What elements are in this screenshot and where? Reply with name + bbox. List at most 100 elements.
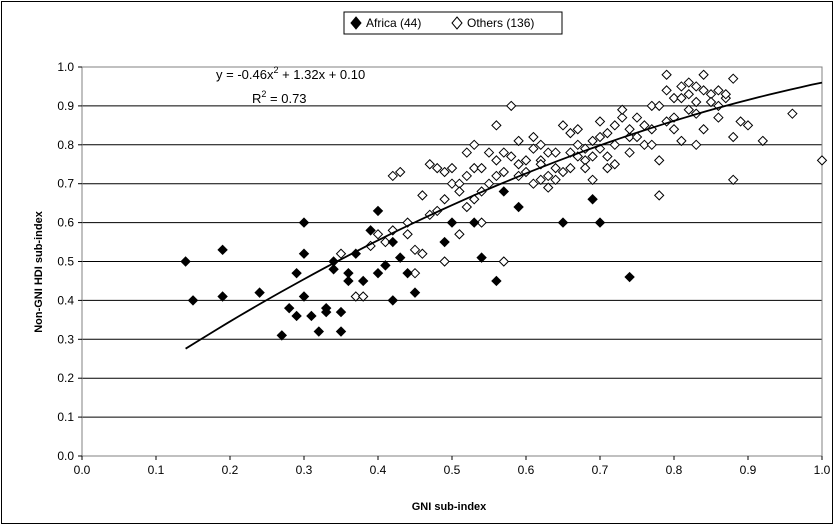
data-point-others xyxy=(335,248,347,259)
data-point-others xyxy=(676,92,687,104)
data-point-africa xyxy=(291,267,302,279)
data-point-others xyxy=(372,229,384,240)
data-point-africa xyxy=(380,260,391,271)
data-point-africa xyxy=(365,225,376,236)
data-point-others xyxy=(698,85,709,96)
y-tick-label: 0.3 xyxy=(57,332,74,346)
x-tick-label: 0.0 xyxy=(74,463,91,477)
data-point-others xyxy=(683,104,695,115)
data-point-africa xyxy=(298,291,310,302)
data-point-others xyxy=(498,166,510,178)
data-point-others xyxy=(713,85,724,96)
data-point-others xyxy=(639,139,650,151)
data-point-others xyxy=(535,139,547,151)
data-point-others xyxy=(624,147,635,158)
series-africa xyxy=(180,186,635,341)
data-point-africa xyxy=(335,306,347,318)
data-point-others xyxy=(683,89,695,100)
data-point-africa xyxy=(306,310,317,322)
data-point-others xyxy=(727,131,739,143)
data-point-others xyxy=(557,120,569,131)
data-point-africa xyxy=(387,295,399,306)
data-point-others xyxy=(609,139,621,151)
legend-marker-africa xyxy=(350,16,362,30)
data-point-others xyxy=(498,147,510,158)
y-tick-label: 1.0 xyxy=(57,60,74,74)
trendline-equation: y = -0.46x2 + 1.32x + 0.10 xyxy=(216,65,365,82)
data-point-others xyxy=(350,291,362,302)
data-point-others xyxy=(387,170,399,182)
data-point-others xyxy=(661,69,672,80)
data-point-others xyxy=(757,135,769,147)
x-axis-title: GNI sub-index xyxy=(412,501,487,513)
data-point-africa xyxy=(587,194,598,205)
data-point-others xyxy=(816,155,828,166)
data-point-others xyxy=(439,166,450,178)
data-point-others xyxy=(668,92,680,104)
data-point-others xyxy=(661,85,672,96)
data-point-others xyxy=(476,162,487,174)
data-point-others xyxy=(624,124,635,135)
data-point-africa xyxy=(513,201,524,213)
data-point-others xyxy=(520,155,532,166)
x-tick-label: 0.1 xyxy=(148,463,165,477)
data-point-others xyxy=(602,162,613,174)
data-point-others xyxy=(727,174,739,186)
data-point-others xyxy=(483,147,495,158)
data-point-others xyxy=(542,170,554,182)
y-axis-ticks: 0.0 0.1 0.2 0.3 0.4 0.5 0.6 0.7 0.8 0.9 1.0 xyxy=(57,60,82,463)
data-point-africa xyxy=(187,295,199,306)
data-point-others xyxy=(565,127,576,139)
data-point-africa xyxy=(409,287,421,298)
data-point-others xyxy=(439,194,450,205)
data-point-others xyxy=(683,77,695,88)
data-point-others xyxy=(676,135,687,147)
data-point-others xyxy=(572,139,584,151)
legend-label-africa: Africa (44) xyxy=(366,16,421,30)
data-point-others xyxy=(528,178,539,189)
data-point-others xyxy=(454,229,465,240)
data-point-others xyxy=(572,124,584,135)
data-point-africa xyxy=(476,252,487,263)
data-point-others xyxy=(446,178,458,189)
data-point-africa xyxy=(217,291,228,302)
y-tick-label: 0.2 xyxy=(57,371,74,385)
data-point-others xyxy=(653,100,665,112)
data-point-others xyxy=(513,135,524,147)
data-point-others xyxy=(594,131,606,143)
data-point-africa xyxy=(343,275,354,287)
data-point-others xyxy=(646,139,658,151)
data-point-africa xyxy=(372,205,384,217)
data-point-others xyxy=(505,100,517,112)
data-point-others xyxy=(357,291,369,302)
data-point-africa xyxy=(276,330,288,341)
data-point-others xyxy=(646,100,658,112)
data-point-others xyxy=(698,69,709,80)
y-tick-label: 0.6 xyxy=(57,216,74,230)
data-point-others xyxy=(542,147,554,158)
data-point-africa xyxy=(291,310,302,322)
data-point-others xyxy=(424,159,436,170)
x-axis-ticks: 0.0 0.1 0.2 0.3 0.4 0.5 0.6 0.7 0.8 0.9 1.0 xyxy=(74,456,831,477)
y-tick-label: 0.9 xyxy=(57,99,74,113)
y-tick-label: 0.5 xyxy=(57,255,74,269)
data-point-others xyxy=(720,89,732,100)
data-point-others xyxy=(668,124,680,135)
data-point-africa xyxy=(298,248,310,259)
y-axis-title: Non-GNI HDI sub-index xyxy=(33,210,45,332)
data-point-others xyxy=(446,162,458,174)
data-point-africa xyxy=(402,267,413,279)
data-point-others xyxy=(409,267,421,279)
data-point-others xyxy=(417,248,428,259)
data-point-others xyxy=(528,131,539,143)
legend-marker-others xyxy=(451,16,463,30)
data-point-others xyxy=(742,120,754,131)
data-point-others xyxy=(565,162,576,174)
data-point-africa xyxy=(217,244,228,256)
data-point-others xyxy=(609,159,621,170)
data-point-others xyxy=(587,135,598,147)
data-point-africa xyxy=(394,252,406,263)
x-tick-label: 0.9 xyxy=(740,463,757,477)
